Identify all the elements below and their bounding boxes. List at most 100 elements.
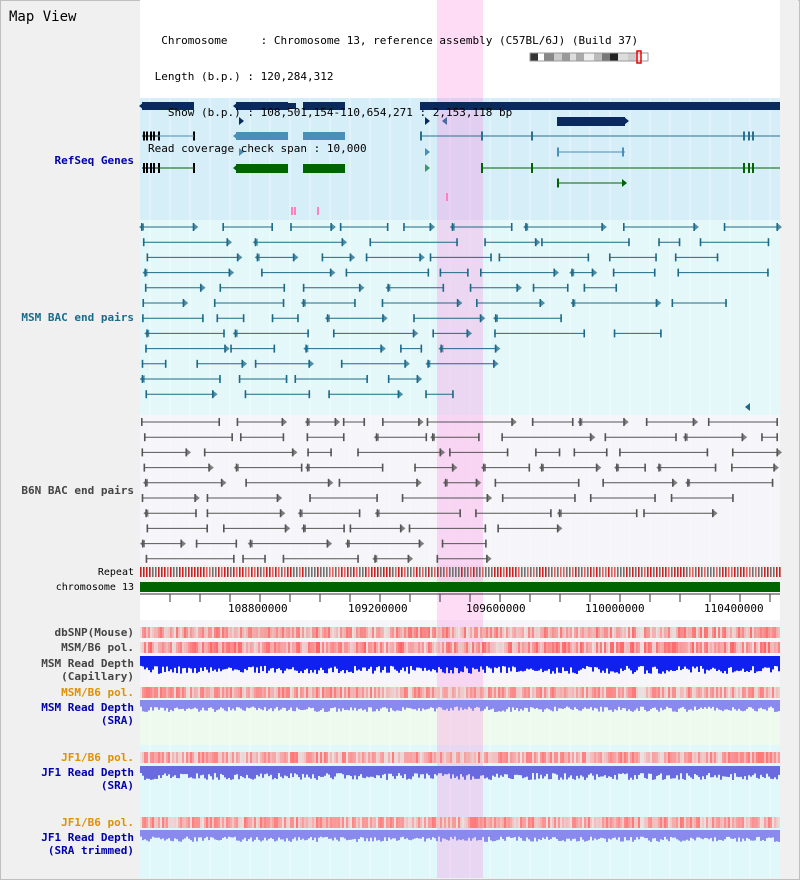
read-depth-bar [504,656,506,667]
polymorphism-heat [320,817,322,828]
read-depth-bar [180,656,182,674]
polymorphism-heat [186,627,188,638]
polymorphism-heat [214,817,216,828]
bac-end [675,433,677,442]
polymorphism-heat [204,687,206,698]
bac-end-arrow [342,238,348,247]
polymorphism-heat [770,817,772,828]
read-depth-bar [356,766,358,780]
polymorphism-heat [238,752,240,763]
read-depth-bar [202,656,204,671]
polymorphism-heat [286,687,288,698]
read-depth-bar [628,830,630,841]
read-depth-bar [166,830,168,840]
read-depth-bar [424,766,426,779]
polymorphism-heat [776,752,778,763]
polymorphism-heat [634,687,636,698]
repeat-mark [311,567,313,577]
read-depth-bar [142,830,144,841]
repeat-mark [278,567,280,577]
polymorphism-heat [334,687,336,698]
bac-end [432,329,434,338]
bac-end [645,418,648,426]
polymorphism-heat [704,817,706,828]
repeat-mark [215,567,217,577]
polymorphism-heat [696,752,698,763]
repeat-mark [233,567,235,577]
polymorphism-heat [244,817,246,828]
polymorphism-heat [352,627,354,638]
polymorphism-heat [294,627,296,638]
polymorphism-heat [222,627,224,638]
read-depth-bar [516,656,518,673]
polymorphism-heat [210,687,212,698]
gene-mark [294,207,296,215]
polymorphism-heat [586,627,588,638]
polymorphism-heat [714,642,716,653]
read-depth-bar [212,766,214,780]
polymorphism-heat [614,642,616,653]
polymorphism-heat [282,627,284,638]
repeat-mark [641,567,643,577]
polymorphism-heat [612,642,614,653]
read-depth-bar [580,656,582,670]
polymorphism-heat [538,627,540,638]
polymorphism-heat [196,627,198,638]
read-depth-bar [366,766,368,777]
polymorphism-heat [182,817,184,828]
repeat-mark [614,567,616,577]
bac-end-arrow [254,253,260,262]
read-depth-bar [618,830,620,838]
read-depth-bar [708,700,710,707]
polymorphism-heat [334,752,336,763]
track-label-msm-bac[interactable]: MSM BAC end pairs [21,311,134,324]
read-depth-bar [172,766,174,777]
read-depth-bar [564,766,566,774]
read-depth-bar [318,766,320,777]
polymorphism-heat [582,817,584,828]
polymorphism-heat [724,687,726,698]
read-depth-bar [292,656,294,668]
bac-end [219,375,221,383]
polymorphism-heat [480,627,482,638]
polymorphism-heat [434,627,436,638]
polymorphism-heat [408,817,410,828]
polymorphism-heat [302,687,304,698]
polymorphism-heat [428,642,430,653]
bac-end-arrow [229,268,235,277]
polymorphism-heat [636,752,638,763]
polymorphism-heat [702,627,704,638]
polymorphism-heat [362,627,364,638]
read-depth-bar [640,830,642,837]
repeat-mark [146,567,148,577]
polymorphism-heat [180,817,182,828]
read-depth-bar [514,656,516,668]
polymorphism-heat [674,687,676,698]
read-depth-bar [462,830,464,840]
polymorphism-heat [614,627,616,638]
read-depth-bar [194,830,196,838]
polymorphism-heat [262,687,264,698]
read-depth-bar [596,766,598,775]
polymorphism-heat [712,687,714,698]
read-depth-bar [642,830,644,837]
read-depth-bar [394,656,396,670]
polymorphism-heat [352,752,354,763]
read-depth-bar [690,700,692,710]
track-label-refseq[interactable]: RefSeq Genes [54,154,134,167]
read-depth-bar [706,830,708,839]
read-depth-bar [742,656,744,669]
polymorphism-heat [596,817,598,828]
polymorphism-heat [472,627,474,638]
read-depth-bar [358,766,360,777]
read-depth-bar [432,830,434,838]
read-depth-bar [340,700,342,712]
read-depth-bar [722,700,724,712]
track-label-b6n-bac[interactable]: B6N BAC end pairs [21,484,134,497]
track-label-jf1-depth-trim-sub: (SRA trimmed) [47,844,134,857]
polymorphism-heat [610,627,612,638]
polymorphism-heat [158,752,160,763]
polymorphism-heat [774,687,776,698]
polymorphism-heat [730,687,732,698]
